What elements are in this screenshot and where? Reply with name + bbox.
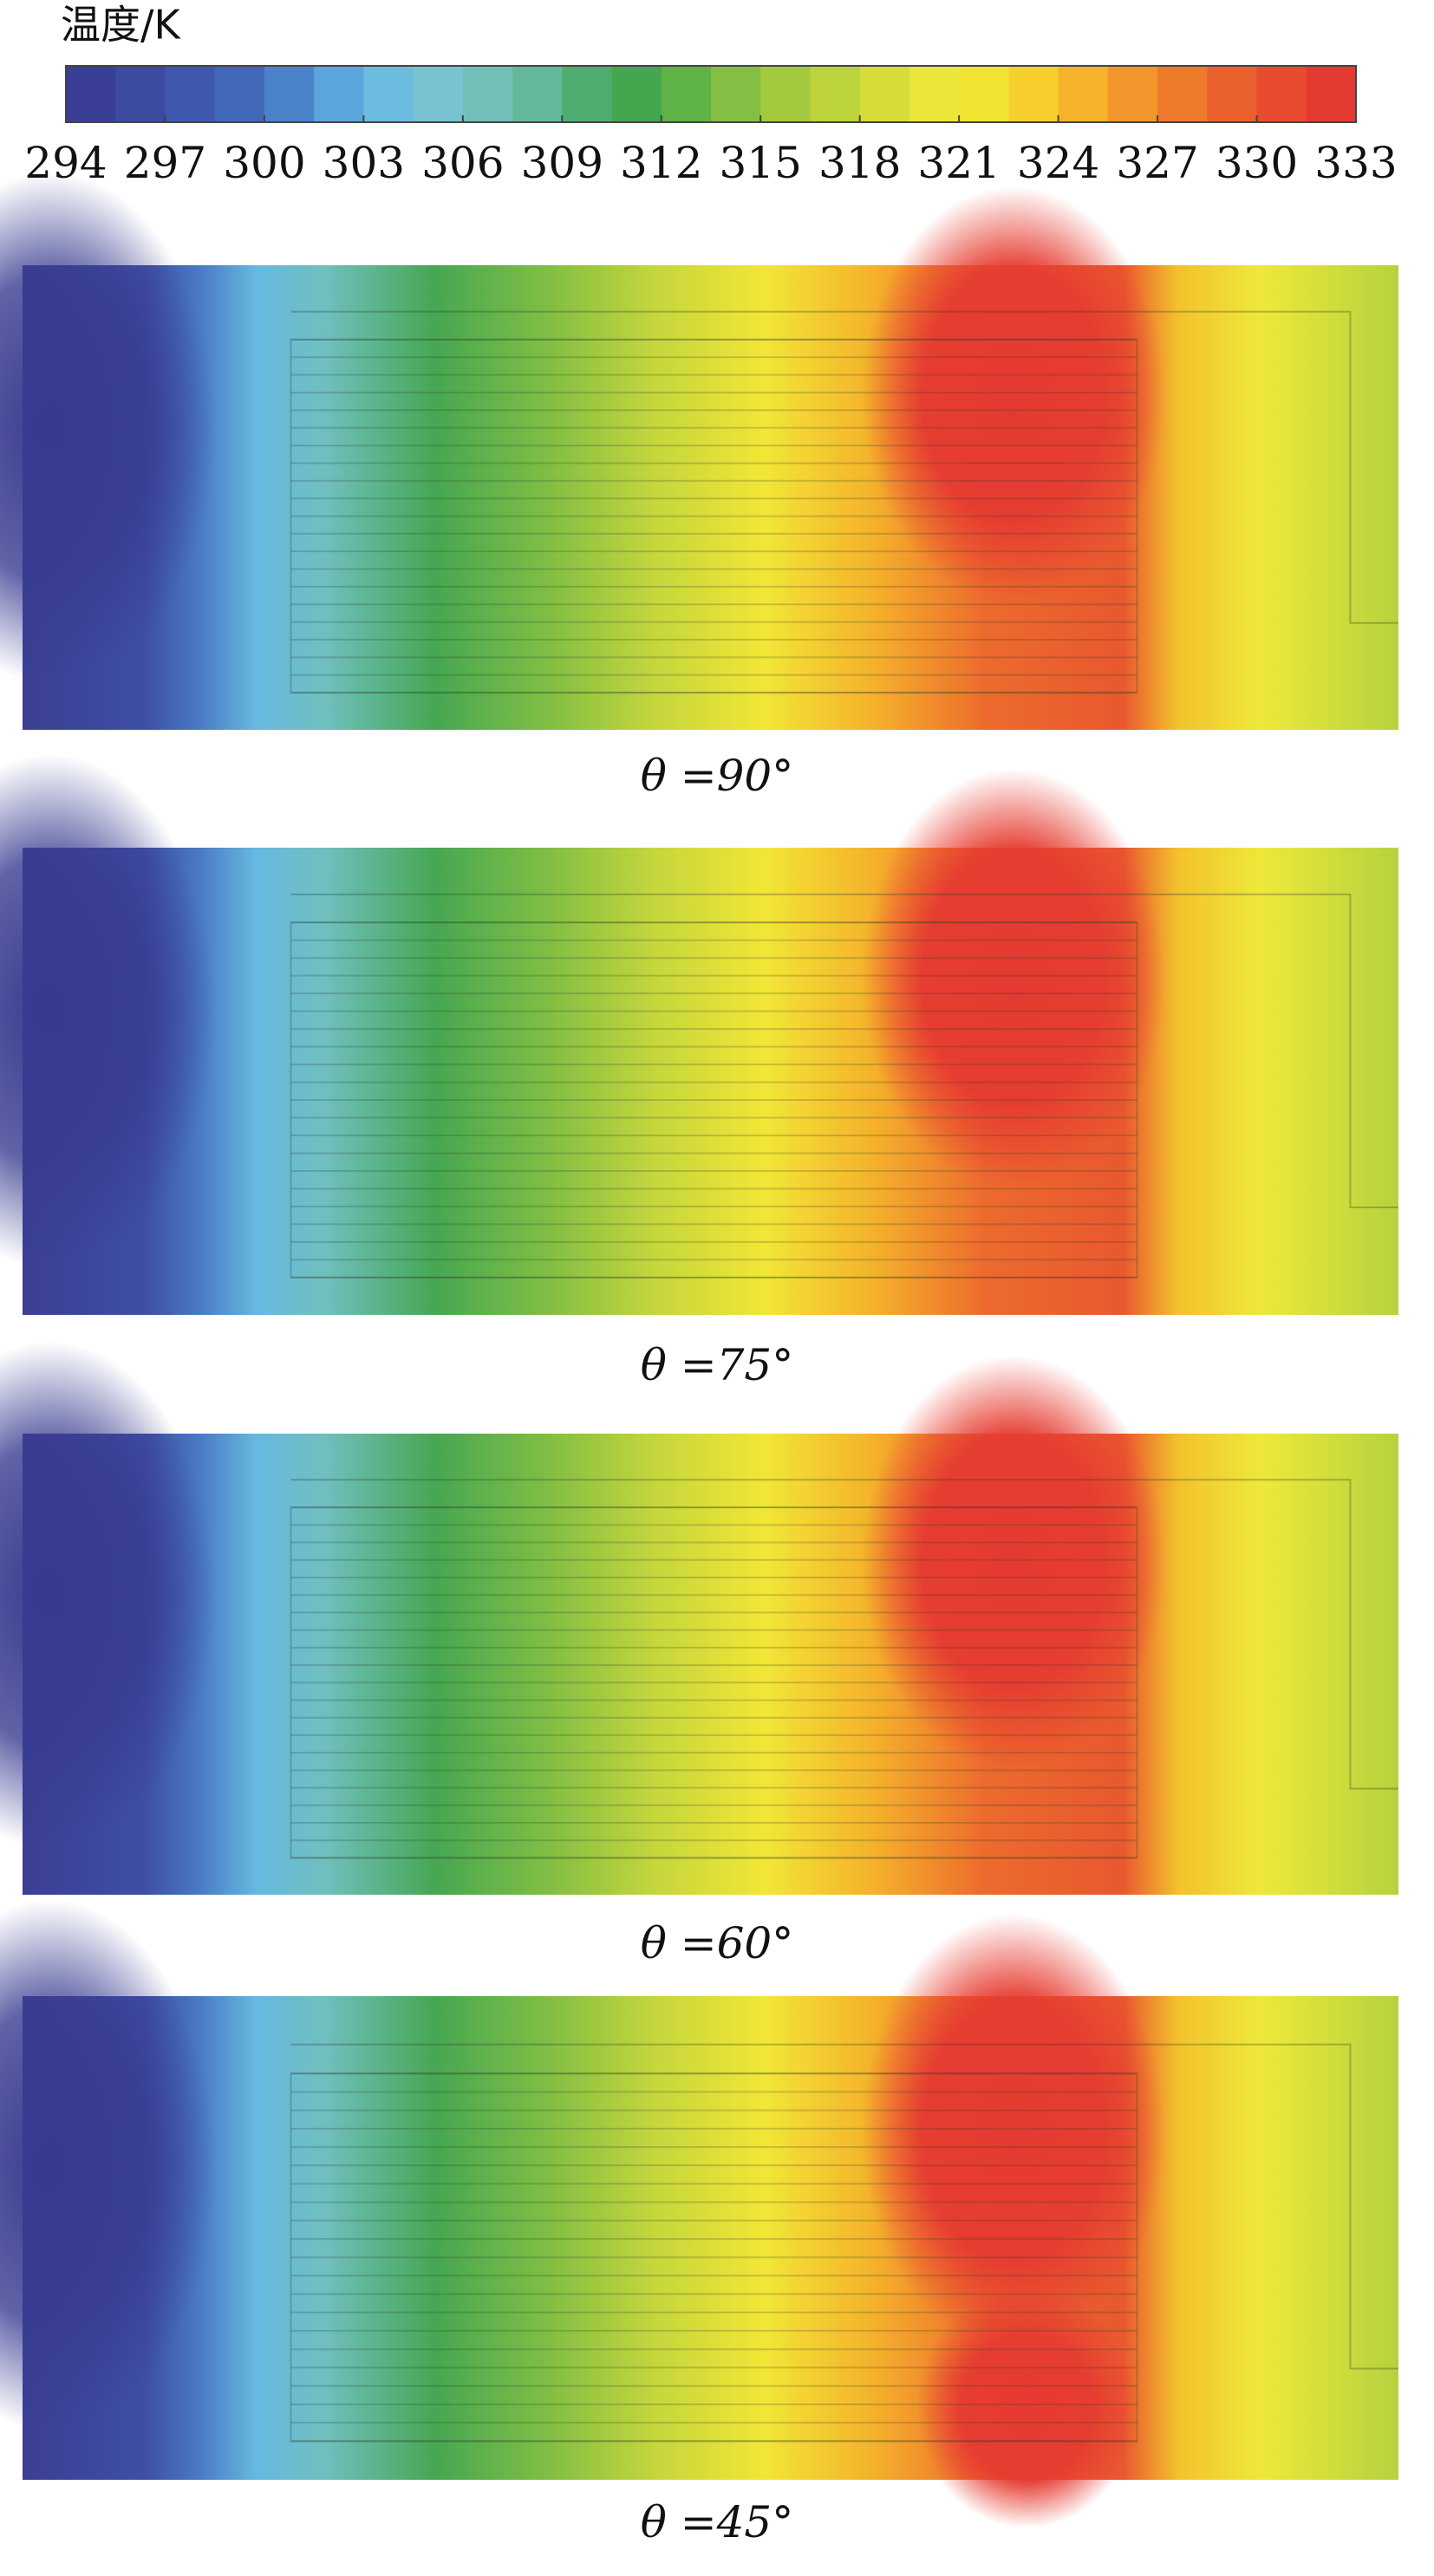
colorbar-band <box>512 66 563 122</box>
colorbar-tick-label: 315 <box>720 138 802 188</box>
colorbar-band <box>810 66 861 122</box>
colorbar-band <box>165 66 216 122</box>
colorbar-band <box>462 66 513 122</box>
colorbar-tick-label: 297 <box>124 138 206 188</box>
colorbar-band <box>314 66 364 122</box>
colorbar-band <box>214 66 265 122</box>
hot-zone <box>862 1914 1165 2350</box>
colorbar-band <box>611 66 662 122</box>
cold-zone <box>0 1899 216 2432</box>
colorbar-band <box>1256 66 1307 122</box>
field-base <box>23 1996 1398 2480</box>
hot-zone <box>862 1355 1165 1771</box>
manifold <box>290 1479 1398 1790</box>
colorbar-band <box>661 66 712 122</box>
channel-outline <box>290 921 1138 1278</box>
cold-zone <box>0 1341 216 1849</box>
colorbar-band <box>1306 66 1357 122</box>
colorbar-label: 温度/K <box>61 2 181 49</box>
colorbar-frame <box>65 65 1357 123</box>
hot-zone <box>862 768 1165 1189</box>
colorbar-band <box>859 66 910 122</box>
colorbar-tick-label: 327 <box>1116 138 1198 188</box>
colorbar-band <box>1008 66 1059 122</box>
colorbar-band <box>115 66 166 122</box>
hot-zone <box>862 185 1165 605</box>
colorbar-band <box>413 66 464 122</box>
manifold <box>290 2043 1398 2370</box>
colorbar-tick-label: 330 <box>1216 138 1298 188</box>
field-base <box>23 1434 1398 1895</box>
colorbar-band <box>1058 66 1109 122</box>
channel-outline <box>290 1506 1138 1859</box>
colorbar-band <box>363 66 414 122</box>
colorbar-band <box>66 66 116 122</box>
cold-zone <box>0 754 216 1269</box>
channel-outline <box>290 338 1138 694</box>
temperature-field <box>0 1341 1398 1895</box>
colorbar-tick-label: 324 <box>1017 138 1099 188</box>
panel-caption: θ =75° <box>641 1340 794 1390</box>
panel-caption: θ =45° <box>641 2497 794 2547</box>
colorbar-tick-label: 312 <box>620 138 702 188</box>
panel-caption: θ =60° <box>641 1918 794 1968</box>
colorbar-tick-label: 333 <box>1314 138 1397 188</box>
colorbar-band <box>959 66 1009 122</box>
colorbar-tick-label: 321 <box>917 138 1000 188</box>
hot-zone <box>916 2286 1137 2528</box>
colorbar-tick-label: 318 <box>818 138 901 188</box>
colorbar-tick-label: 300 <box>223 138 305 188</box>
colorbar-tick-label: 306 <box>421 138 504 188</box>
colorbar-band <box>760 66 812 122</box>
colorbar-band <box>264 66 315 122</box>
manifold <box>290 310 1398 624</box>
colorbar-band <box>562 66 613 122</box>
field-base <box>23 848 1398 1315</box>
colorbar-band <box>1107 66 1158 122</box>
manifold <box>290 893 1398 1209</box>
temperature-field <box>0 754 1398 1315</box>
colorbar-band <box>1207 66 1258 122</box>
channel-outline <box>290 2072 1138 2443</box>
colorbar-band <box>1157 66 1208 122</box>
colorbar-tick-label: 303 <box>323 138 405 188</box>
cold-zone <box>0 172 216 684</box>
colorbar-band <box>711 66 761 122</box>
field-base <box>23 265 1398 730</box>
panel-caption: θ =90° <box>641 751 794 801</box>
colorbar-band <box>909 66 960 122</box>
colorbar-tick-label: 309 <box>521 138 603 188</box>
temperature-field <box>0 1899 1398 2528</box>
temperature-field <box>0 172 1398 730</box>
